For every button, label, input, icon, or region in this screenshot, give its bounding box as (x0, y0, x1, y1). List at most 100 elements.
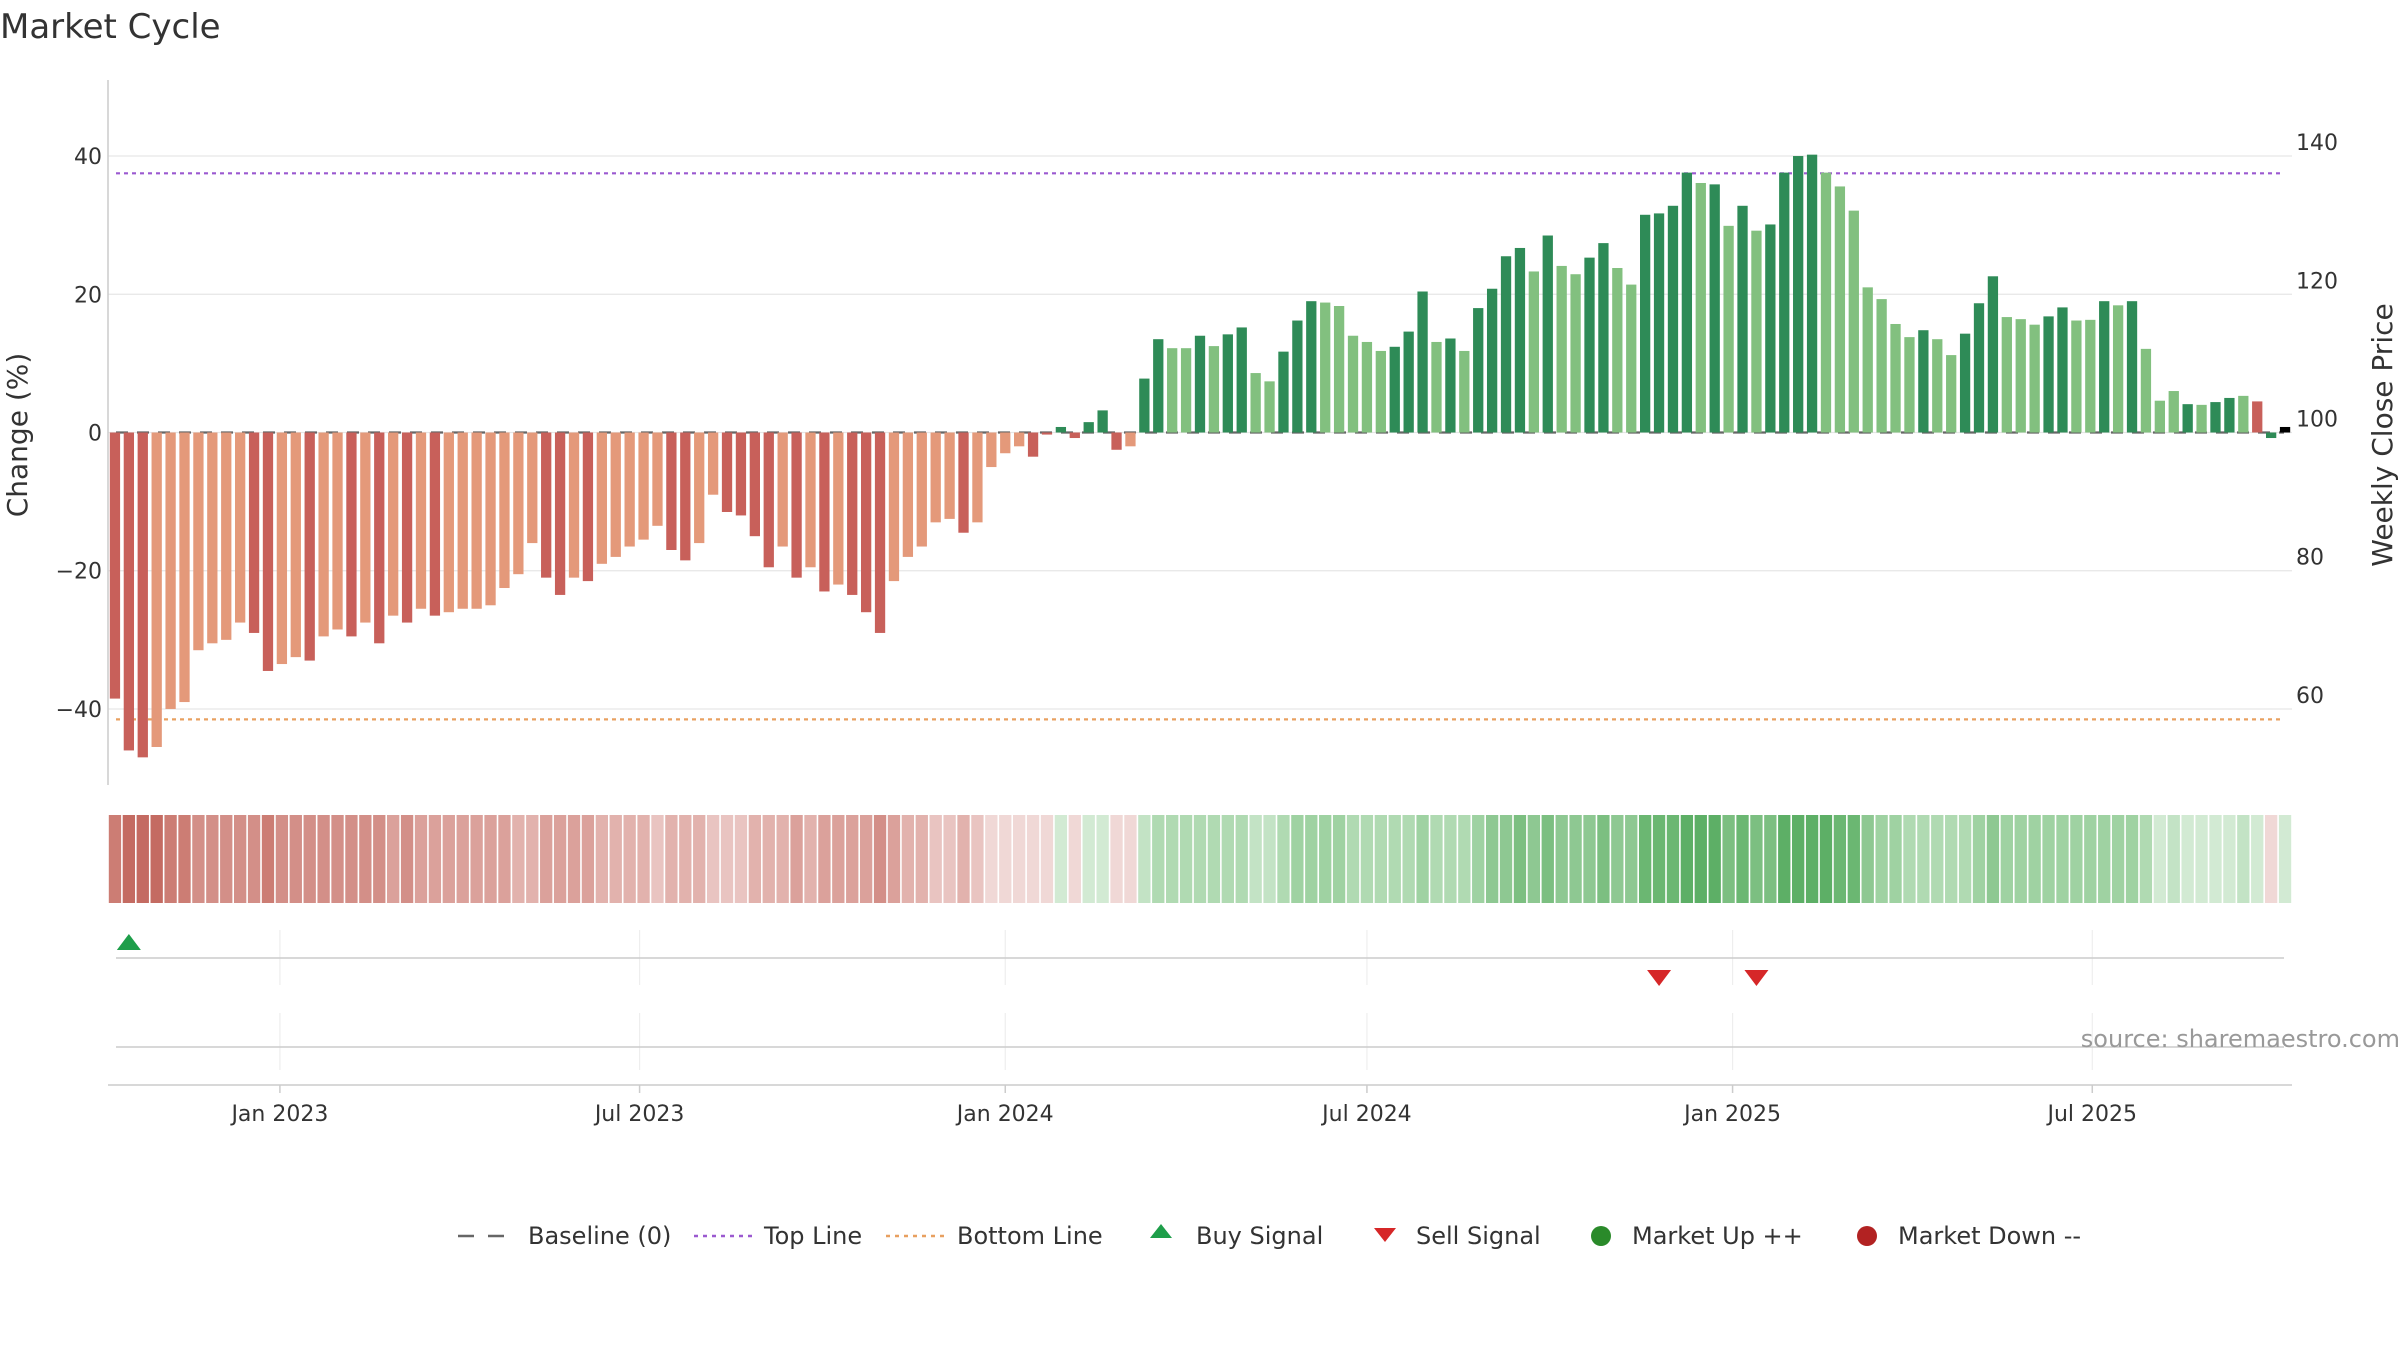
bar (1570, 274, 1581, 433)
heat-cell (1833, 815, 1847, 903)
heat-cell (442, 815, 455, 903)
sell-signal-marker (1647, 970, 1672, 986)
bars (109, 154, 2291, 758)
heat-cell (192, 815, 205, 903)
signal-panels (116, 930, 2284, 1070)
bar (1445, 338, 1456, 433)
bar (193, 432, 204, 651)
x-tick-label: Jan 2023 (229, 1102, 328, 1127)
heat-cell (261, 815, 275, 903)
heat-cell (2111, 815, 2125, 903)
heat-cell (178, 815, 191, 903)
heat-cell (1305, 815, 1318, 903)
bar (499, 432, 510, 589)
bar (179, 432, 190, 703)
bar (443, 432, 454, 613)
bar (1737, 205, 1748, 433)
bar (360, 432, 371, 623)
bar (1542, 235, 1553, 433)
bar (165, 432, 176, 709)
bar (1806, 154, 1818, 433)
heat-cell (1666, 815, 1680, 903)
bar (1473, 308, 1484, 433)
bar (1500, 256, 1512, 433)
heat-cell (1917, 815, 1930, 903)
bar (791, 432, 802, 578)
bar (2168, 391, 2179, 433)
y-axis-ticks: −40 −20 0 20 40 (56, 145, 102, 723)
heat-cell (2139, 815, 2153, 903)
bar (777, 432, 788, 547)
heat-cell (1138, 815, 1151, 903)
bar (1389, 346, 1400, 433)
bar (2265, 432, 2277, 439)
bar (972, 432, 983, 523)
bar (1375, 350, 1386, 433)
bar (1153, 339, 1164, 433)
heat-cell (915, 815, 928, 903)
heat-cell (1889, 815, 1902, 903)
heat-cell (2014, 815, 2027, 903)
bar (1194, 335, 1206, 433)
bar (513, 432, 524, 575)
bar (1027, 432, 1039, 457)
heat-cell (289, 815, 302, 903)
heat-cell (651, 815, 664, 903)
bar (1459, 350, 1470, 433)
heat-cell (1638, 815, 1652, 903)
bar (1125, 432, 1136, 447)
bar (1640, 214, 1651, 433)
bar (2252, 401, 2263, 433)
heat-cell (1263, 815, 1276, 903)
heat-cell (150, 815, 163, 903)
heat-cell (220, 815, 233, 903)
bar (680, 432, 691, 561)
heat-cell (359, 815, 372, 903)
heat-cell (804, 815, 817, 903)
heat-cell (1792, 815, 1805, 903)
legend: Baseline (0) Top Line Bottom Line Buy Signa… (458, 1222, 2081, 1250)
heat-cell (1805, 815, 1819, 903)
bar (429, 432, 441, 616)
heat-cell (1040, 815, 1054, 903)
bar (1361, 341, 1373, 433)
bar (1918, 330, 1929, 433)
bar (2001, 317, 2012, 433)
heat-cell (470, 815, 483, 903)
heat-cell (1625, 815, 1638, 903)
bar (902, 432, 914, 557)
heat-cell (2209, 815, 2222, 903)
bar (1097, 410, 1108, 433)
heat-cell (1221, 815, 1234, 903)
heat-cell (1945, 815, 1958, 903)
bar (1417, 291, 1428, 433)
reference-lines (116, 172, 2284, 721)
heat-cell (1152, 815, 1165, 903)
heat-cell (985, 815, 998, 903)
bar (388, 432, 399, 616)
heat-cell (2056, 815, 2069, 903)
heat-cell (1597, 815, 1610, 903)
y-tick-label: −20 (56, 560, 102, 585)
bar (860, 432, 872, 613)
heat-strip (108, 815, 2292, 903)
heat-cell (1416, 815, 1429, 903)
heat-cell (2195, 815, 2208, 903)
heat-cell (512, 815, 525, 903)
y-tick-label: 40 (74, 145, 102, 170)
bar (2210, 402, 2221, 433)
heat-cell (999, 815, 1012, 903)
legend-swatch (1374, 1228, 1396, 1242)
heat-cell (2042, 815, 2055, 903)
bar (916, 432, 927, 547)
heat-cell (706, 815, 720, 903)
heat-cell (136, 815, 149, 903)
signal-markers (116, 934, 1769, 986)
heat-cell (1430, 815, 1443, 903)
bar (1848, 210, 1859, 433)
heat-cell (1360, 815, 1374, 903)
bar (707, 432, 719, 495)
bar (833, 432, 844, 585)
heat-cell (581, 815, 595, 903)
bar (1403, 331, 1414, 433)
